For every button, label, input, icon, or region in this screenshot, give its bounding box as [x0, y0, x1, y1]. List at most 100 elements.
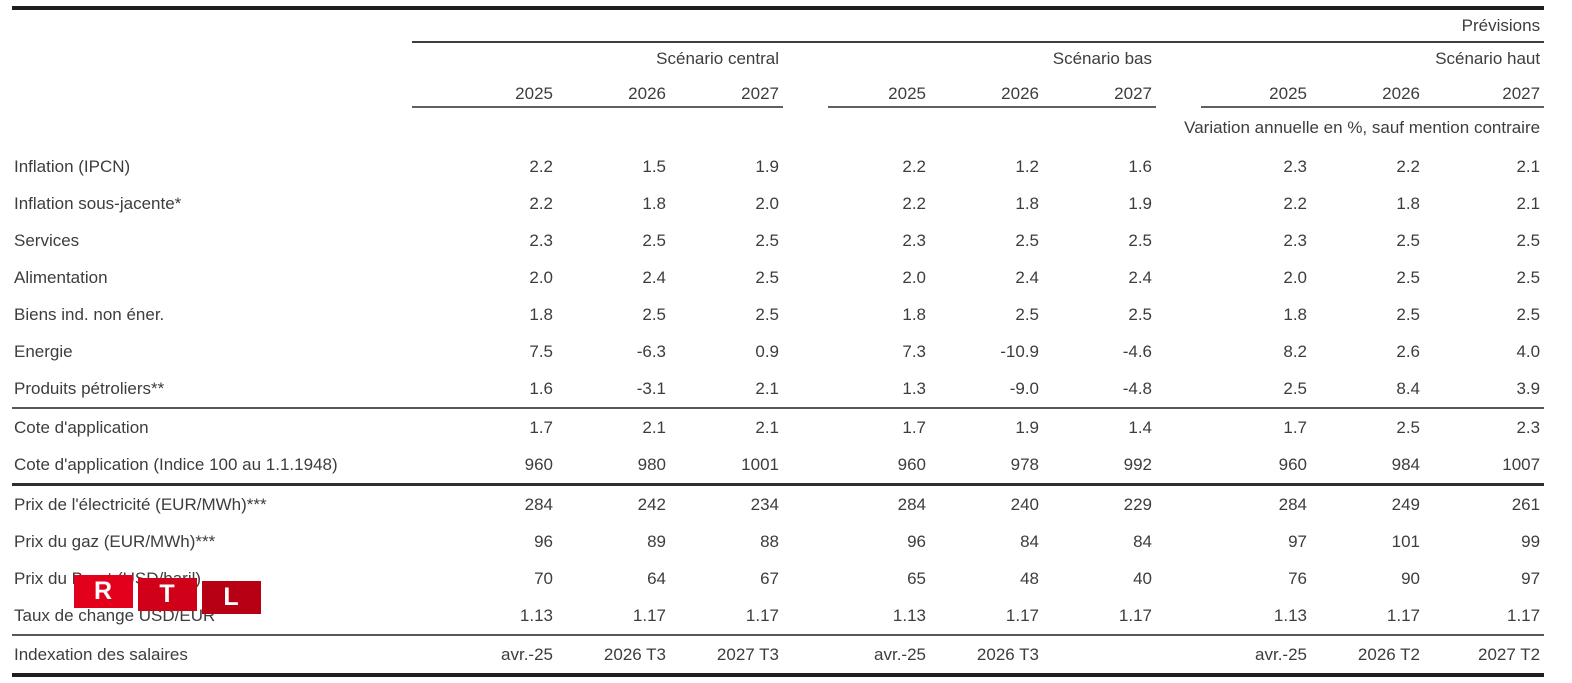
- value-cell: 1.6: [1128, 156, 1152, 176]
- value-cell: 984: [1391, 454, 1420, 474]
- value-cell: 40: [1133, 568, 1152, 588]
- value-cell: 2026 T3: [930, 634, 1043, 675]
- value-cell: 2.0: [1283, 267, 1307, 287]
- spacer-cell: [1156, 483, 1201, 523]
- value-cell: 960: [1278, 454, 1307, 474]
- value-cell: 2.3: [529, 230, 553, 250]
- value-cell: 2.5: [755, 230, 779, 250]
- value-cell: 101: [1391, 531, 1420, 551]
- value-cell: 2.5: [1396, 304, 1420, 324]
- value-cell: avr.-25: [412, 634, 557, 675]
- previsions-label: Prévisions: [412, 8, 1545, 43]
- value-cell: 2.5: [1015, 230, 1039, 250]
- value-cell: 249: [1311, 483, 1424, 523]
- value-cell: 2.5: [1396, 267, 1420, 287]
- value-cell: -4.6: [1122, 341, 1152, 361]
- spacer-cell: [783, 74, 828, 107]
- spacer-cell: [783, 523, 828, 560]
- value-cell: 2.5: [755, 267, 779, 287]
- spacer-cell: [783, 296, 828, 333]
- table-row: Energie 7.5 -6.3 0.9 7.3 -10.9 -4.6 8.2 …: [12, 333, 1544, 370]
- row-label: Alimentation: [14, 267, 108, 287]
- scenario-haut-label: Scénario haut: [1435, 48, 1541, 68]
- spacer-cell: [783, 483, 828, 523]
- value-cell: 1.9: [1128, 193, 1152, 213]
- value-cell: 76: [1288, 568, 1307, 588]
- value-cell: 2.5: [1311, 407, 1424, 446]
- value-cell: 1.8: [1015, 193, 1039, 213]
- value-cell: 2.5: [1128, 230, 1152, 250]
- year-header: 2025: [412, 74, 557, 108]
- value-cell: 2.0: [529, 267, 553, 287]
- value-cell: 65: [907, 568, 926, 588]
- spacer-cell: [1156, 148, 1201, 185]
- value-cell: 64: [647, 568, 666, 588]
- value-cell: 8.4: [1396, 378, 1420, 398]
- value-cell: avr.-25: [1201, 634, 1311, 675]
- spacer-cell: [1156, 222, 1201, 259]
- row-label: Cote d'application (Indice 100 au 1.1.19…: [14, 454, 338, 474]
- value-cell: 2.1: [755, 378, 779, 398]
- previsions-row: Prévisions: [12, 8, 1545, 43]
- spacer-cell: [1156, 597, 1201, 635]
- row-label: Cote d'application: [12, 407, 412, 446]
- spacer-cell: [783, 185, 828, 222]
- value-cell: -3.1: [636, 378, 666, 398]
- value-cell: 1.9: [930, 407, 1043, 446]
- value-cell: 2.2: [1396, 156, 1420, 176]
- table-row: Prix de l'électricité (EUR/MWh)*** 284 2…: [12, 483, 1545, 523]
- value-cell: 261: [1424, 483, 1545, 523]
- value-cell: 284: [1201, 483, 1311, 523]
- value-cell: 1.8: [1396, 193, 1420, 213]
- row-label: Energie: [14, 341, 73, 361]
- value-cell: 242: [557, 483, 670, 523]
- table-row: Cote d'application (Indice 100 au 1.1.19…: [12, 446, 1544, 485]
- value-cell: 2026 T3: [557, 634, 670, 675]
- table-row: Inflation (IPCN) 2.2 1.5 1.9 2.2 1.2 1.6…: [12, 148, 1544, 185]
- value-cell: -9.0: [1009, 378, 1039, 398]
- value-cell: 2.5: [1516, 267, 1541, 287]
- value-cell: 2.3: [1283, 156, 1307, 176]
- value-cell: 97: [1288, 531, 1307, 551]
- year-header: 2026: [557, 74, 670, 108]
- value-cell: 1.7: [1201, 407, 1311, 446]
- value-cell: 0.9: [755, 341, 779, 361]
- value-cell: 84: [1020, 531, 1039, 551]
- value-cell: 2.4: [642, 267, 666, 287]
- value-cell: 240: [930, 483, 1043, 523]
- value-cell: 2.5: [642, 230, 666, 250]
- value-cell: 84: [1133, 531, 1152, 551]
- value-cell: 1.17: [1507, 605, 1541, 625]
- value-cell: 2.0: [902, 267, 926, 287]
- value-cell: 234: [670, 483, 783, 523]
- year-header: 2026: [930, 74, 1043, 108]
- row-label: Prix du gaz (EUR/MWh)***: [14, 531, 216, 551]
- spacer-cell: [783, 560, 828, 597]
- value-cell: 2.4: [1015, 267, 1039, 287]
- spacer-cell: [783, 370, 828, 408]
- value-cell: 2.3: [902, 230, 926, 250]
- value-cell: 1.13: [1273, 605, 1307, 625]
- table-row: Services 2.3 2.5 2.5 2.3 2.5 2.5 2.3 2.5…: [12, 222, 1544, 259]
- value-cell: 2.2: [902, 193, 926, 213]
- value-cell: 2027 T2: [1424, 634, 1545, 675]
- value-cell: 1.3: [902, 378, 926, 398]
- value-cell: 97: [1521, 568, 1541, 588]
- value-cell: 1001: [741, 454, 779, 474]
- value-cell: 284: [412, 483, 557, 523]
- value-cell: 2.5: [1516, 230, 1541, 250]
- spacer-cell: [1156, 74, 1201, 107]
- value-cell: 1.7: [828, 407, 930, 446]
- value-cell: 1007: [1502, 454, 1541, 474]
- row-label: Biens ind. non éner.: [14, 304, 165, 324]
- value-cell: 1.9: [755, 156, 779, 176]
- year-header: 2026: [1311, 74, 1424, 108]
- value-cell: 2.1: [1516, 193, 1541, 213]
- spacer-cell: [783, 597, 828, 635]
- value-cell: 2027 T3: [670, 634, 783, 675]
- value-cell: 1.8: [529, 304, 553, 324]
- year-header: 2025: [1201, 74, 1311, 108]
- value-cell: 2.0: [755, 193, 779, 213]
- value-cell: 1.8: [902, 304, 926, 324]
- row-label: Inflation (IPCN): [14, 156, 131, 176]
